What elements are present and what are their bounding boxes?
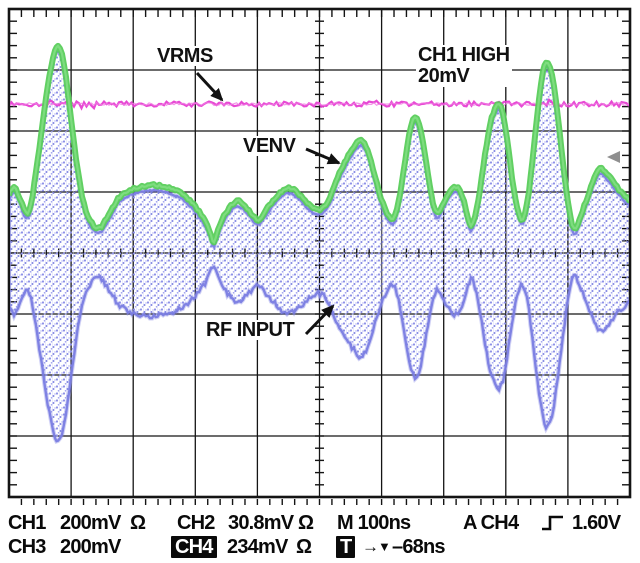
ch2-scale: 30.8mV <box>228 512 294 534</box>
trigger-position-marker-icon: ▼ <box>378 539 391 554</box>
vrms-label: VRMS <box>155 45 215 67</box>
venv-trace <box>10 42 629 246</box>
trigger-delay: –68ns <box>392 536 446 558</box>
graticule-border <box>7 7 632 499</box>
reference-marker-arrow-icon <box>607 151 620 163</box>
trigger-source: A CH4 <box>463 512 519 534</box>
trigger-level: 1.60V <box>572 512 621 534</box>
ch2-readout-label: CH2 <box>177 512 215 534</box>
annotation-arrow-icon <box>304 304 335 336</box>
timebase-readout: M 100ns <box>337 512 411 534</box>
trigger-position-arrow-icon: → <box>362 537 379 556</box>
rising-edge-icon <box>542 515 563 531</box>
vrms-trace <box>10 98 629 111</box>
ch4-scale: 234mV <box>227 536 288 558</box>
ch1-high-label: CH1 HIGH 20mV <box>416 45 512 87</box>
ch1-high-line1: CH1 HIGH <box>418 44 510 66</box>
ch1-readout-label: CH1 <box>8 512 46 534</box>
ch3-readout-label: CH3 <box>8 536 46 558</box>
annotation-arrow-icon <box>305 147 341 165</box>
ch4-coupling-ohm: Ω <box>296 536 312 558</box>
ch1-coupling-ohm: Ω <box>130 512 146 534</box>
ch1-scale: 200mV <box>60 512 121 534</box>
ch3-scale: 200mV <box>60 536 121 558</box>
readout-bar: CH1 200mV Ω CH2 30.8mV Ω M 100ns A CH4 1… <box>0 505 640 563</box>
ch2-coupling-ohm: Ω <box>298 512 314 534</box>
ch4-badge: CH4 <box>171 536 217 558</box>
ch1-high-line2: 20mV <box>418 65 470 87</box>
rf-input-label: RF INPUT <box>204 319 297 341</box>
venv-label: VENV <box>241 135 298 157</box>
trigger-badge: T <box>336 536 356 558</box>
annotation-arrow-icon <box>195 71 224 102</box>
